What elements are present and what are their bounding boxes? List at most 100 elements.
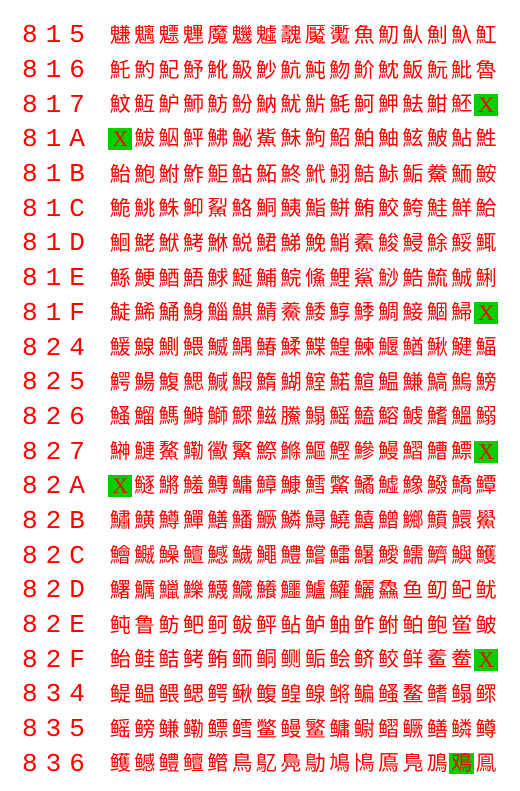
glyph-cell: 鱥 bbox=[230, 545, 254, 566]
glyph-cell: 鳮 bbox=[449, 753, 473, 774]
row-code: 816 bbox=[22, 55, 108, 85]
glyph-cell: 鮪 bbox=[352, 198, 376, 219]
glyph-cell: 鱺 bbox=[352, 580, 376, 601]
glyph-cell: 鰞 bbox=[449, 372, 473, 393]
glyph-cell: 鰀 bbox=[108, 337, 132, 358]
glyph-cell: 鱄 bbox=[206, 475, 230, 497]
glyph-cell: 鮰 bbox=[108, 233, 132, 254]
glyph-row: 鲐鲑鲒鲓鲔鲕鲖鲗鲘鲙鲚鲛鲜鲝鲞X bbox=[108, 649, 498, 671]
glyph-cell: 鲌 bbox=[401, 615, 425, 636]
glyph-cell: 鱻 bbox=[376, 580, 400, 601]
row-code: 825 bbox=[22, 367, 108, 397]
glyph-cell: 鱹 bbox=[328, 580, 352, 601]
glyph-cell: 鮸 bbox=[303, 233, 327, 254]
glyph-cell: 鰬 bbox=[401, 406, 425, 427]
glyph-cell: 鳐 bbox=[108, 719, 132, 740]
glyph-cell: 魳 bbox=[181, 94, 205, 116]
code-row: 81E鯀鯁鯂鯃鯄鯅鯆鯇鯈鯉鯊鯋鯌鯍鯎鯏 bbox=[0, 261, 520, 296]
glyph-cell: 魸 bbox=[303, 94, 327, 116]
glyph-cell: 鱊 bbox=[352, 475, 376, 497]
glyph-cell: 鳎 bbox=[449, 684, 473, 705]
glyph-cell: 鮕 bbox=[230, 164, 254, 185]
row-code: 81D bbox=[22, 228, 108, 258]
glyph-cell: 鳂 bbox=[157, 684, 181, 705]
glyph-cell: 魒 bbox=[157, 25, 181, 46]
glyph-cell: 魞 bbox=[449, 25, 473, 46]
glyph-cell: 魘 bbox=[303, 25, 327, 46]
glyph-cell: 鮉 bbox=[328, 128, 352, 150]
glyph-cell: 鰆 bbox=[254, 337, 278, 358]
code-row: 81C鮠鮡鮢鮣鮤鮥鮦鮧鮨鮩鮪鮫鮬鮭鮮鮯 bbox=[0, 191, 520, 226]
glyph-cell: 鳔 bbox=[206, 719, 230, 740]
rows-container: 815魐魑魒魓魔魕魖魗魘魙魚魛魜魝魞魟816魠魡魢魣魤魥魦魧魨魩魪魫魬魭魮魯81… bbox=[0, 18, 520, 781]
glyph-cell: 鮱 bbox=[132, 233, 156, 254]
glyph-cell: 鱰 bbox=[108, 580, 132, 601]
glyph-cell: 鰘 bbox=[303, 372, 327, 393]
glyph-cell: 鲏 bbox=[474, 615, 498, 636]
glyph-cell: 鮈 bbox=[303, 128, 327, 150]
glyph-cell: 鱾 bbox=[449, 580, 473, 601]
glyph-cell: 鮮 bbox=[449, 198, 473, 219]
glyph-cell: 鯈 bbox=[303, 268, 327, 289]
glyph-cell: 鳒 bbox=[157, 719, 181, 740]
glyph-cell: 鲍 bbox=[425, 615, 449, 636]
placeholder-cell: X bbox=[474, 649, 498, 671]
glyph-cell: 鯋 bbox=[376, 268, 400, 289]
glyph-cell: 鱎 bbox=[449, 475, 473, 497]
glyph-cell: 鰛 bbox=[376, 372, 400, 393]
glyph-cell: 鲊 bbox=[352, 615, 376, 636]
glyph-cell: 鰐 bbox=[108, 372, 132, 393]
glyph-cell: 鯇 bbox=[279, 268, 303, 289]
glyph-cell: 鱶 bbox=[254, 580, 278, 601]
glyph-cell: 魵 bbox=[230, 94, 254, 116]
placeholder-cell: X bbox=[474, 302, 498, 324]
glyph-row: 鯀鯁鯂鯃鯄鯅鯆鯇鯈鯉鯊鯋鯌鯍鯎鯏 bbox=[108, 268, 498, 289]
glyph-cell: 魚 bbox=[352, 25, 376, 46]
row-code: 827 bbox=[22, 437, 108, 467]
glyph-cell: 鱪 bbox=[352, 545, 376, 566]
glyph-cell: 鳖 bbox=[254, 719, 278, 740]
glyph-cell: 鱉 bbox=[328, 475, 352, 497]
code-row: 815魐魑魒魓魔魕魖魗魘魙魚魛魜魝魞魟 bbox=[0, 18, 520, 53]
glyph-row: 鳐鳑鳒鳓鳔鳕鳖鳗鳘鳙鳚鳛鳜鳝鳞鳟 bbox=[108, 719, 498, 740]
glyph-cell: 鳥 bbox=[230, 753, 254, 774]
glyph-cell: 鰴 bbox=[206, 441, 230, 463]
glyph-cell: 鮢 bbox=[157, 198, 181, 219]
glyph-row: 鱐鱑鱒鱓鱔鱕鱖鱗鱘鱙鱚鱛鱜鱝鱞鱟 bbox=[108, 510, 498, 531]
glyph-cell: 鰸 bbox=[303, 441, 327, 463]
glyph-cell: 鮙 bbox=[328, 164, 352, 185]
glyph-cell: 鯓 bbox=[181, 302, 205, 324]
glyph-cell: 魣 bbox=[181, 60, 205, 81]
glyph-cell: 鰔 bbox=[206, 372, 230, 393]
glyph-cell: 鰳 bbox=[181, 441, 205, 463]
glyph-cell: 鲞 bbox=[449, 649, 473, 671]
glyph-cell: 鮠 bbox=[108, 198, 132, 219]
code-row: 82B鱐鱑鱒鱓鱔鱕鱖鱗鱘鱙鱚鱛鱜鱝鱞鱟 bbox=[0, 504, 520, 539]
glyph-cell: 鱌 bbox=[401, 475, 425, 497]
glyph-cell: 鱛 bbox=[376, 510, 400, 531]
glyph-cell: 鲉 bbox=[328, 615, 352, 636]
glyph-cell: 鮃 bbox=[181, 128, 205, 150]
glyph-cell: 鲐 bbox=[108, 649, 132, 671]
glyph-cell: 鰉 bbox=[328, 337, 352, 358]
glyph-cell: 鯕 bbox=[230, 302, 254, 324]
code-row: 827鰰鰱鰲鰳鰴鰵鰶鰷鰸鰹鰺鰻鰼鰽鰾X bbox=[0, 434, 520, 469]
glyph-cell: 鰱 bbox=[132, 441, 156, 463]
glyph-cell: 魤 bbox=[206, 60, 230, 81]
glyph-cell: 鳢 bbox=[157, 753, 181, 774]
glyph-cell: 鱳 bbox=[181, 580, 205, 601]
glyph-cell: 魨 bbox=[303, 60, 327, 81]
glyph-cell: 鱏 bbox=[474, 475, 498, 497]
glyph-cell: 鳜 bbox=[401, 719, 425, 740]
glyph-cell: 鱲 bbox=[157, 580, 181, 601]
glyph-cell: 鲃 bbox=[181, 615, 205, 636]
glyph-cell: 鱨 bbox=[303, 545, 327, 566]
row-code: 82A bbox=[22, 471, 108, 501]
glyph-cell: 鳉 bbox=[328, 684, 352, 705]
row-code: 82D bbox=[22, 575, 108, 605]
glyph-cell: 鯖 bbox=[254, 302, 278, 324]
glyph-cell: 鰰 bbox=[108, 441, 132, 463]
glyph-cell: 鱐 bbox=[108, 510, 132, 531]
glyph-cell: 魔 bbox=[206, 25, 230, 46]
glyph-row: 鳠鳡鳢鳣鳤鳥鳦鳧鳨鳩鳪鳫鳬鳭鳮鳯 bbox=[108, 753, 498, 774]
